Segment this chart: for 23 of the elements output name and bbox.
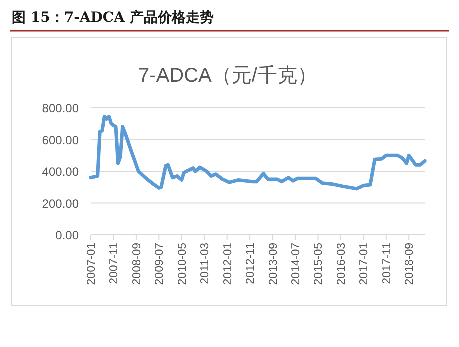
x-tick-label: 2012-11: [245, 243, 258, 284]
x-tick-label: 2017-01: [358, 243, 371, 286]
y-tick-label: 400.00: [42, 165, 80, 179]
x-tick-label: 2018-09: [404, 243, 416, 286]
x-tick-label: 2016-03: [336, 243, 348, 286]
chart-title: 图 15：7-ADCA 产品价格走势: [12, 9, 214, 26]
x-tick-label: 2009-07: [154, 243, 166, 286]
x-tick-label: 2014-07: [290, 243, 302, 286]
line-series: [89, 114, 427, 191]
chart-subtitle: 7-ADCA（元/千克）: [138, 65, 318, 87]
y-tick-label: 600.00: [42, 133, 80, 148]
y-tick-label: 800.00: [42, 102, 80, 116]
x-tick-label: 2008-09: [131, 243, 144, 286]
x-tick-label: 2017-11: [381, 243, 394, 284]
x-tick-label: 2011-03: [200, 243, 212, 284]
x-tick-label: 2007-11: [108, 243, 121, 284]
y-tick-label: 0.00: [56, 228, 80, 242]
x-tick-label: 2015-05: [313, 243, 326, 286]
x-tick-label: 2010-05: [176, 243, 189, 286]
x-tick-label: 2013-09: [268, 243, 280, 286]
y-tick-label: 200.00: [42, 196, 80, 211]
x-tick-label: 2007-01: [86, 243, 98, 286]
x-tick-label: 2012-01: [222, 243, 234, 286]
